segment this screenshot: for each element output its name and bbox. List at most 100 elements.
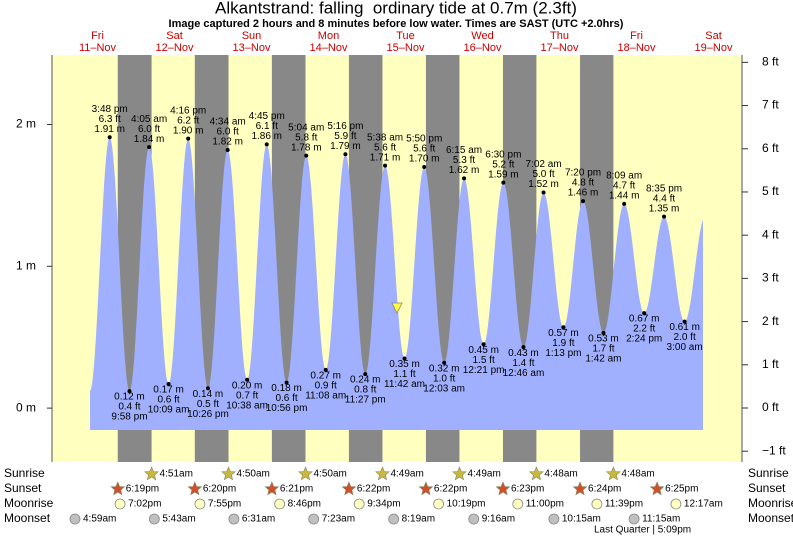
sunrise-icon [605,466,621,481]
tide-point [284,380,289,385]
tide-point [601,330,606,335]
sunset-icon [341,481,357,496]
y2-tick-label: 6 ft [762,141,779,155]
high-tide-label: 1.46 m [568,188,599,199]
moonset-time: 9:16am [482,514,515,525]
high-tide-label: 1.70 m [409,154,440,165]
tide-point [205,386,210,391]
chart-title: Alkantstrand: falling ordinary tide at 0… [215,0,577,17]
y2-tick-label: 0 ft [762,400,779,414]
sunrise-time: 4:50am [237,469,270,480]
high-tide-label: 4:05 am [131,114,167,125]
moonset-row-label: Moonset [4,511,51,525]
day-name: Thu [550,30,569,42]
high-tide-label: 5.9 ft [334,131,356,142]
low-tide-label: 0.45 m [468,345,499,356]
high-tide-label: 1.84 m [134,134,165,145]
high-tide-label: 4.8 ft [572,178,594,189]
moonset-time: 10:15am [562,514,601,525]
tide-point [107,135,112,140]
high-tide-label: 5:16 pm [327,121,363,132]
sunrise-time: 4:48am [544,469,577,480]
moonrise-row-label-right: Moonrise [748,496,793,510]
moonset-icon [308,513,320,525]
sunset-time: 6:22pm [434,484,467,495]
sunset-time: 6:22pm [357,484,390,495]
sunrise-icon [375,466,390,481]
low-tide-label: 1.4 ft [512,358,534,369]
moonrise-time: 11:00pm [526,499,564,510]
high-tide-label: 5:04 am [288,122,324,133]
tide-point [541,190,546,195]
low-tide-label: 10:56 pm [266,403,308,414]
low-tide-label: 0.32 m [429,363,460,374]
high-tide-label: 6.1 ft [256,121,278,132]
low-tide-label: 1:13 pm [545,348,581,359]
low-tide-label: 10:38 am [226,400,268,411]
low-tide-label: 0.24 m [350,375,381,386]
low-tide-label: 10:26 pm [187,409,229,420]
tide-point [501,180,506,185]
day-date: 17–Nov [541,42,579,54]
moonrise-time: 7:02pm [128,499,161,510]
sunrise-time: 4:48am [621,469,654,480]
moonrise-time: 10:19pm [447,499,486,510]
low-tide-label: 1.9 ft [552,338,574,349]
low-tide-label: 12:46 am [503,368,545,379]
moonset-icon [388,513,400,525]
day-name: Fri [91,30,104,42]
moonrise-icon [670,498,682,510]
moonset-time: 8:19am [402,514,435,525]
tide-point [442,360,447,365]
moonset-icon [468,513,480,525]
high-tide-label: 6:15 am [446,145,482,156]
day-name: Fri [630,30,643,42]
high-tide-label: 1.78 m [291,142,322,153]
low-tide-label: 0.20 m [232,380,263,391]
low-tide-label: 0.9 ft [315,380,337,391]
high-tide-label: 7:20 pm [565,168,601,179]
moonrise-time: 7:55pm [208,499,241,510]
moonrise-icon [512,498,524,510]
high-tide-label: 5.8 ft [295,132,317,143]
sunset-time: 6:21pm [280,484,313,495]
low-tide-label: 1:42 am [585,354,621,365]
current-level-marker [391,302,403,314]
marks: 3:48 pm6.3 ft1.91 m 9:58 pm0.4 ft0.12 m 4:… [92,104,703,423]
moonrise-time: 11:39pm [605,499,643,510]
day-date: 19–Nov [695,42,733,54]
moonrise-row-label: Moonrise [4,496,54,510]
low-tide-label: 0.57 m [548,328,579,339]
y2-tick-label: 8 ft [762,55,779,69]
high-tide-label: 4:34 am [210,117,246,128]
day-date: 13–Nov [233,42,271,54]
high-tide-label: 8:35 pm [646,183,682,194]
sunrise-row-label: Sunrise [4,466,45,480]
sunset-icon [264,481,280,496]
tide-point [304,153,309,158]
tide-point [323,367,328,372]
tide-point [662,214,667,219]
tide-point [402,356,407,361]
day-date: 14–Nov [310,42,348,54]
high-tide-label: 7:02 am [525,159,561,170]
high-tide-label: 1.82 m [212,137,243,148]
high-tide-label: 5:38 am [367,132,403,143]
day-date: 11–Nov [79,42,117,54]
tide-point [245,377,250,382]
high-tide-label: 1.62 m [449,165,480,176]
low-tide-label: 0.12 m [114,392,145,403]
day-date: 16–Nov [464,42,502,54]
tide-point [622,201,627,206]
moonrise-time: 8:46pm [288,499,321,510]
tide-area [90,137,703,430]
low-tide-label: 1.1 ft [393,369,415,380]
moonset-time: 6:31am [242,514,275,525]
moonrise-icon [274,498,286,510]
low-tide-label: 0.61 m [669,322,700,333]
high-tide-label: 5.6 ft [374,142,396,153]
sunrise-icon [144,466,159,481]
y2-tick-label: −1 ft [762,443,786,457]
high-tide-label: 1.44 m [609,191,640,202]
high-tide-label: 1.91 m [94,124,125,135]
